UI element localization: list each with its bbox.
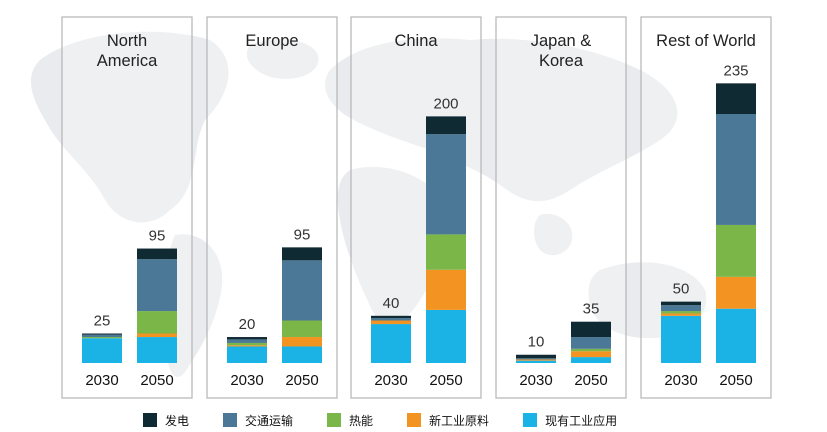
- legend-item-new-feedstock: 新工业原料: [407, 412, 489, 429]
- panel-title: Europe: [245, 32, 298, 50]
- year-tick-label: 2030: [85, 372, 118, 389]
- region-panel: North America 25 2030 95 2050: [61, 16, 193, 399]
- panel-title: Rest of World: [656, 32, 756, 50]
- bar-total-label: 50: [673, 281, 690, 298]
- bar-segment-new-feedstock: [716, 276, 756, 309]
- bar-segment-heat: [661, 311, 701, 314]
- year-tick-label: 2050: [140, 372, 173, 389]
- bar-total-label: 40: [383, 295, 400, 312]
- bar-segment-new-feedstock: [516, 359, 556, 361]
- bar-total-label: 20: [239, 316, 256, 333]
- bar-segment-power: [426, 116, 466, 135]
- bar-segment-heat: [227, 342, 267, 346]
- bar-segment-existing-industry: [82, 338, 122, 363]
- legend-label: 热能: [349, 413, 374, 428]
- bar-segment-heat: [137, 311, 177, 334]
- bar-segment-transport: [227, 339, 267, 343]
- bar-total-label: 35: [583, 301, 600, 318]
- panel-title: Korea: [539, 52, 584, 70]
- legend-swatch: [223, 413, 238, 427]
- year-tick-label: 2030: [374, 372, 407, 389]
- panel-title: Japan &: [531, 32, 592, 50]
- year-tick-label: 2050: [429, 372, 462, 389]
- panel-title: North: [107, 32, 147, 50]
- bar-segment-heat: [282, 320, 322, 338]
- bar-segment-existing-industry: [716, 308, 756, 363]
- bar-segment-existing-industry: [571, 357, 611, 363]
- bar-segment-transport: [516, 358, 556, 360]
- legend-item-heat: 热能: [327, 412, 373, 429]
- panel-title: China: [394, 32, 438, 50]
- bar-segment-new-feedstock: [227, 345, 267, 347]
- legend-label: 交通运输: [245, 413, 294, 428]
- legend-label: 发电: [165, 413, 190, 428]
- bar-segment-existing-industry: [371, 324, 411, 363]
- bar-segment-existing-industry: [426, 309, 466, 363]
- bar-segment-transport: [82, 334, 122, 338]
- bar-segment-power: [227, 337, 267, 340]
- bar-segment-heat: [82, 337, 122, 339]
- bar-segment-existing-industry: [516, 360, 556, 363]
- bar-segment-existing-industry: [227, 346, 267, 363]
- bar-segment-new-feedstock: [282, 337, 322, 347]
- legend-swatch: [327, 413, 342, 427]
- bar-segment-heat: [571, 348, 611, 352]
- bar-segment-new-feedstock: [426, 269, 466, 310]
- year-tick-label: 2050: [719, 372, 752, 389]
- bar-segment-power: [571, 321, 611, 338]
- panel-title: America: [97, 52, 158, 70]
- bar-segment-transport: [661, 305, 701, 312]
- bar-segment-heat: [716, 224, 756, 277]
- year-tick-label: 2050: [574, 372, 607, 389]
- legend-item-transport: 交通运输: [223, 412, 293, 429]
- bar-segment-power: [661, 301, 701, 306]
- bar-segment-power: [516, 354, 556, 359]
- region-panel: Japan & Korea 10 2030 35 2050: [495, 16, 627, 399]
- legend-swatch: [523, 413, 538, 427]
- bar-segment-existing-industry: [137, 337, 177, 363]
- region-panel: Europe 20 2030 95 2050: [206, 16, 338, 399]
- bar-total-label: 200: [433, 95, 458, 112]
- bar-segment-power: [82, 333, 122, 335]
- bar-segment-power: [371, 315, 411, 319]
- region-panel: Rest of World 50 2030 235 2050: [640, 16, 772, 399]
- legend-swatch: [143, 413, 157, 427]
- bar-total-label: 95: [294, 226, 311, 243]
- legend-item-existing-industry: 现有工业应用: [523, 412, 617, 429]
- bar-segment-transport: [282, 260, 322, 321]
- bar-total-label: 95: [149, 228, 166, 245]
- year-tick-label: 2030: [230, 372, 263, 389]
- bar-segment-new-feedstock: [661, 313, 701, 316]
- year-tick-label: 2030: [519, 372, 552, 389]
- legend-label: 新工业原料: [429, 413, 490, 428]
- bar-segment-transport: [716, 114, 756, 225]
- bar-segment-transport: [371, 318, 411, 321]
- bar-segment-new-feedstock: [571, 351, 611, 358]
- bar-segment-transport: [426, 134, 466, 235]
- bar-segment-transport: [571, 337, 611, 349]
- year-tick-label: 2030: [664, 372, 697, 389]
- bar-segment-new-feedstock: [371, 320, 411, 325]
- region-panel: China 40 2030 200 2050: [350, 16, 482, 399]
- bar-total-label: 10: [528, 334, 545, 351]
- bar-segment-power: [716, 83, 756, 115]
- bar-segment-power: [137, 248, 177, 260]
- bar-segment-existing-industry: [661, 315, 701, 363]
- legend-item-power: 发电: [143, 412, 189, 429]
- legend-swatch: [407, 413, 422, 427]
- bar-segment-heat: [426, 234, 466, 270]
- bar-total-label: 235: [723, 62, 748, 79]
- bar-segment-existing-industry: [282, 346, 322, 363]
- bar-segment-transport: [137, 259, 177, 312]
- bar-segment-power: [282, 247, 322, 261]
- year-tick-label: 2050: [285, 372, 318, 389]
- bar-segment-new-feedstock: [137, 333, 177, 338]
- bar-total-label: 25: [94, 313, 111, 330]
- legend-label: 现有工业应用: [545, 413, 618, 428]
- world-map-background: [30, 31, 751, 377]
- legend: 发电 交通运输 热能 新工业原料 现有工业应用: [143, 411, 651, 429]
